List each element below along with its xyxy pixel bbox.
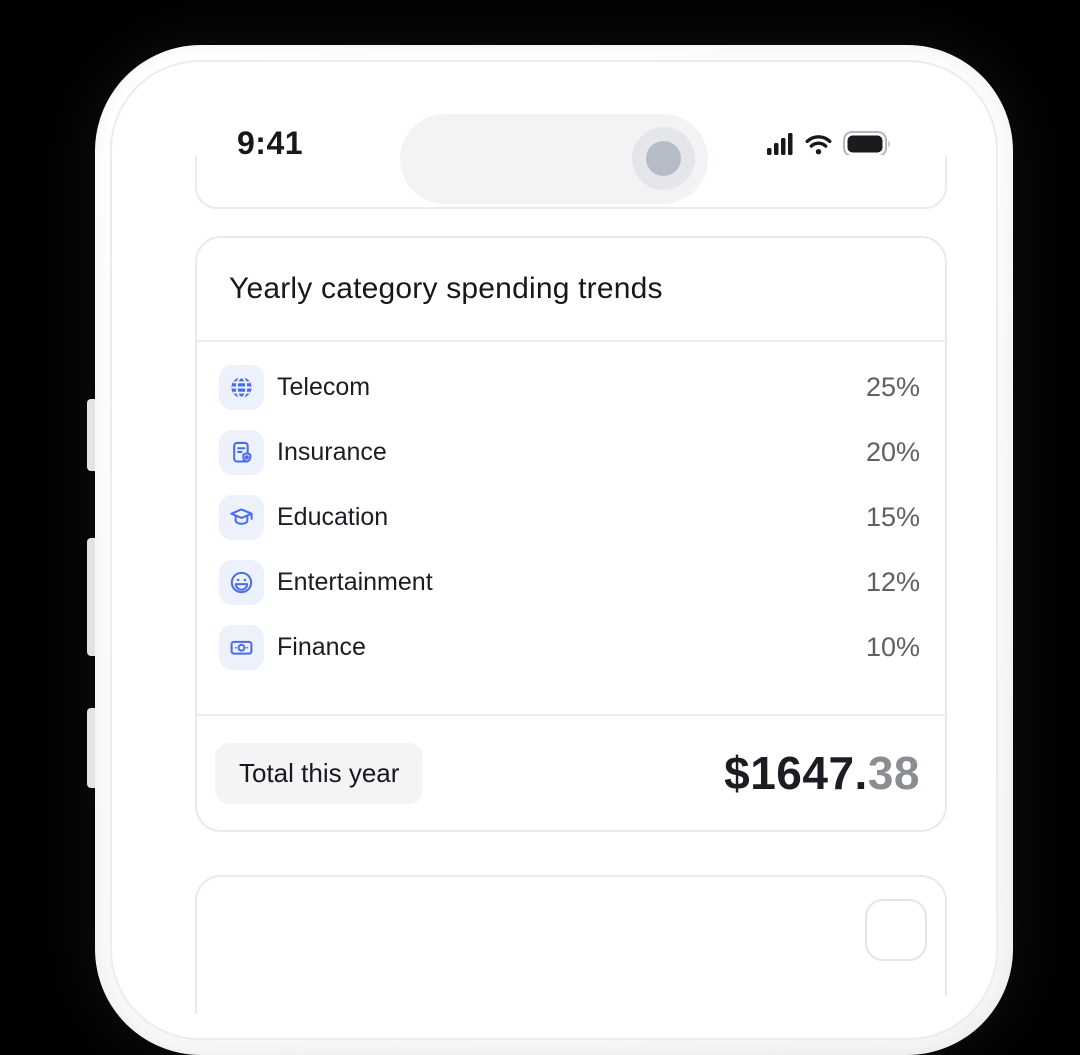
list-item-value: 25%	[865, 372, 920, 402]
card-action-button[interactable]	[865, 899, 927, 961]
list-item-label: Telecom	[277, 373, 371, 401]
list-item-value: 10%	[865, 632, 920, 662]
globe-icon	[219, 365, 264, 410]
total-row: Total this year $1647.38	[197, 714, 945, 830]
phone-frame: 9:41	[95, 45, 1013, 1055]
battery-icon	[843, 131, 893, 157]
list-item-label: Insurance	[277, 438, 387, 466]
spending-card-header: Yearly category spending trends	[197, 238, 945, 342]
phone-bezel: 9:41	[110, 60, 998, 1040]
total-amount-cents: 38	[867, 747, 920, 799]
list-item-value: 12%	[865, 567, 920, 597]
next-card-partial	[195, 875, 947, 1017]
total-label: Total this year	[215, 742, 424, 804]
list-item-value: 15%	[865, 502, 920, 532]
page-background: { "phone": { "status_bar": { "time": "9:…	[87, 45, 1013, 1055]
spending-card: Yearly category spending trends	[195, 236, 947, 832]
list-item-label: Entertainment	[277, 568, 433, 596]
status-icons	[767, 131, 893, 157]
total-amount: $1647.38	[724, 746, 920, 800]
list-item-education[interactable]: Education 15%	[219, 485, 920, 550]
smiley-icon	[219, 560, 264, 605]
list-item-telecom[interactable]: Telecom 25%	[219, 355, 920, 420]
banknote-icon	[219, 625, 264, 670]
wifi-icon	[805, 132, 832, 157]
graduation-cap-icon	[219, 495, 264, 540]
list-item-finance[interactable]: Finance 10%	[219, 615, 920, 680]
cellular-signal-icon	[767, 132, 794, 157]
total-amount-whole: $1647.	[724, 747, 868, 799]
list-item-value: 20%	[865, 437, 920, 467]
dynamic-island	[400, 114, 708, 204]
card-title: Yearly category spending trends	[229, 272, 663, 305]
phone-screen: 9:41	[133, 83, 975, 1017]
camera-icon	[632, 127, 695, 190]
list-item-label: Education	[277, 503, 389, 531]
list-item-label: Finance	[277, 633, 366, 661]
list-item-insurance[interactable]: Insurance 20%	[219, 420, 920, 485]
document-shield-icon	[219, 430, 264, 475]
list-item-entertainment[interactable]: Entertainment 12%	[219, 550, 920, 615]
category-list: Telecom 25%	[197, 342, 945, 680]
camera-lens	[646, 141, 681, 176]
